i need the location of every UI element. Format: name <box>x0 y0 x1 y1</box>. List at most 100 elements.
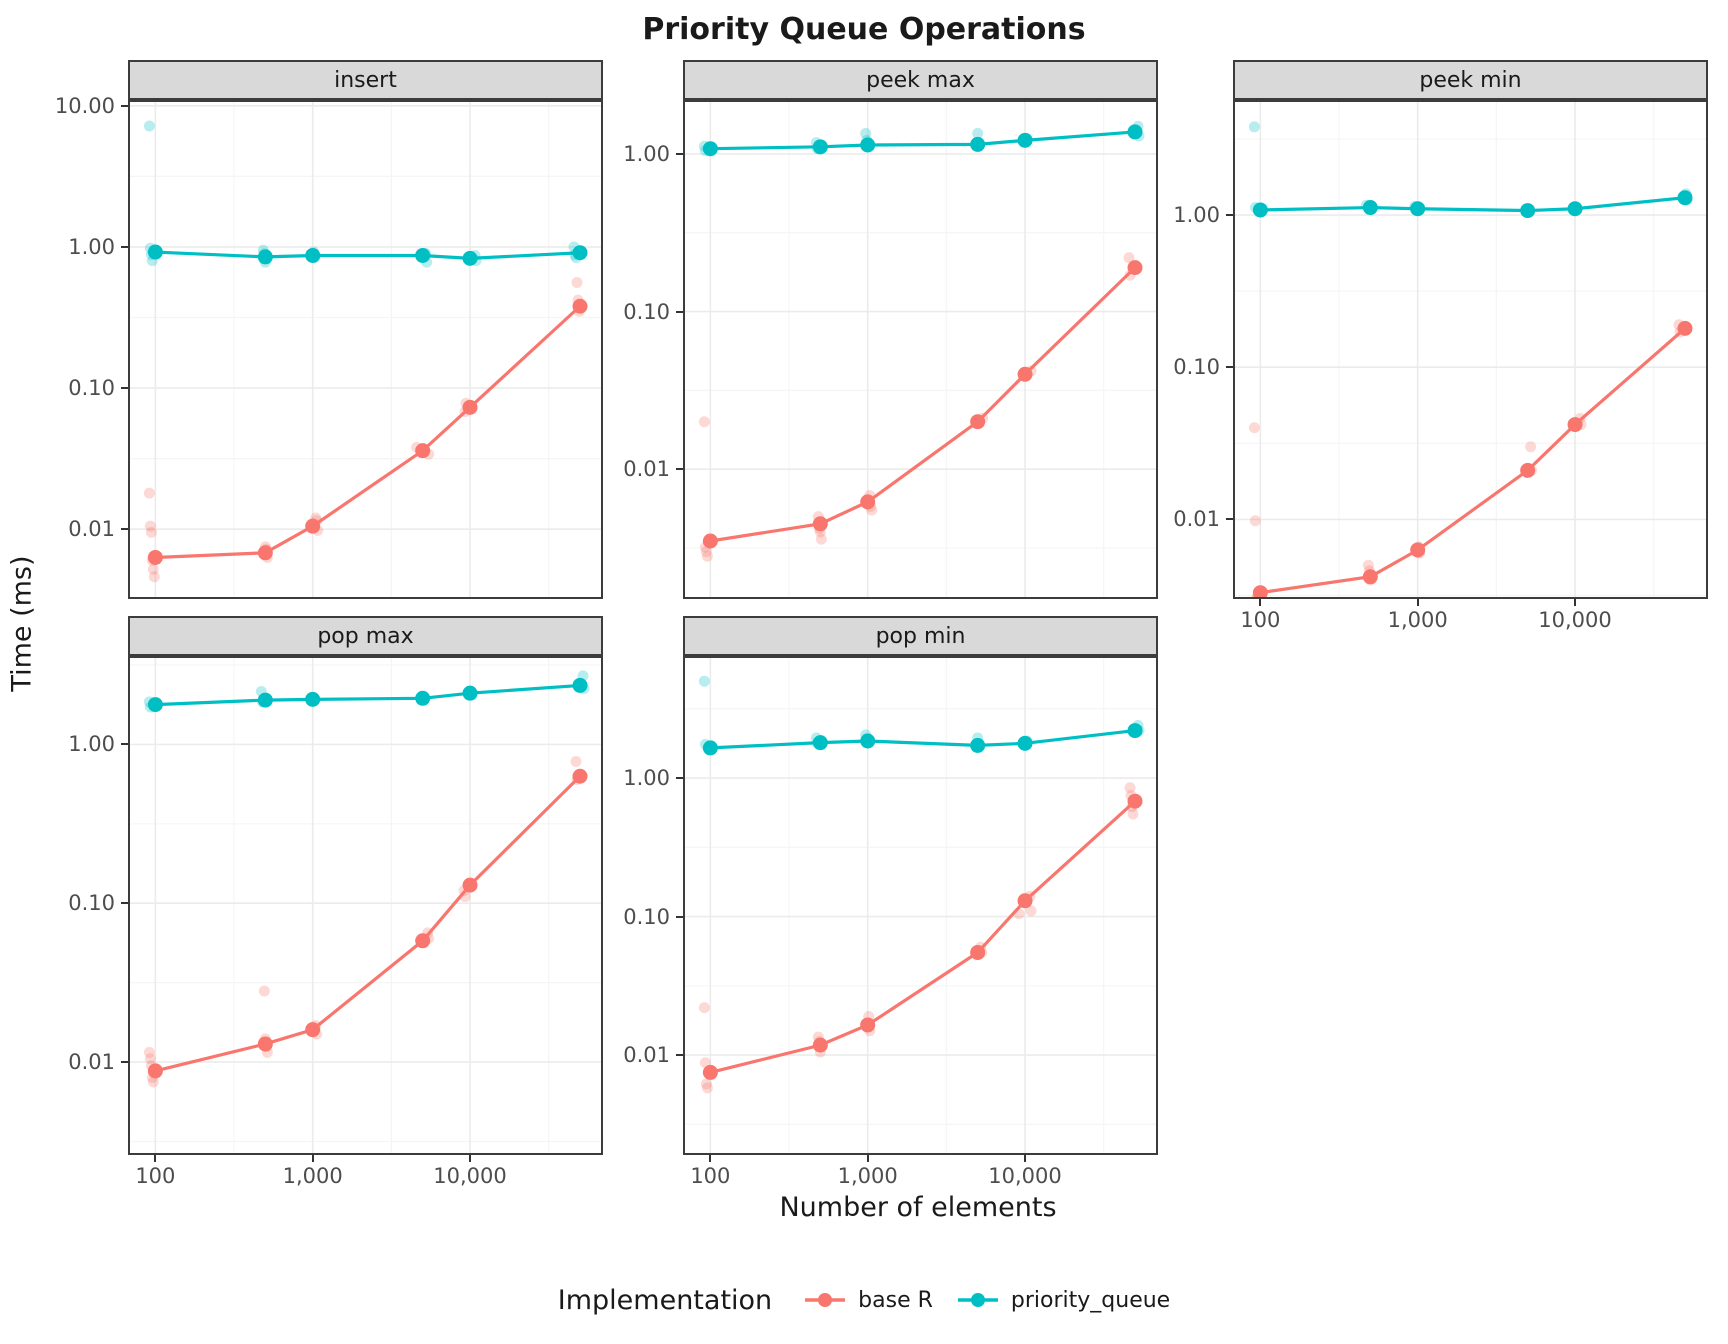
mean-point-priority-queue <box>1520 203 1536 219</box>
legend-key-base-r-icon <box>805 1293 846 1307</box>
scatter-point-base-r <box>1362 559 1374 571</box>
mean-point-base-r <box>1252 585 1268 599</box>
x-tick-label: 1,000 <box>282 1164 343 1188</box>
mean-point-base-r <box>1017 366 1033 382</box>
scatter-point-base-r <box>143 1046 155 1058</box>
y-tick-label: 1.00 <box>68 732 115 757</box>
scatter-point-base-r <box>143 487 155 499</box>
mean-point-base-r <box>1127 793 1143 809</box>
facet-strip-label: pop max <box>317 623 414 649</box>
mean-point-priority-queue <box>1410 201 1426 217</box>
mean-point-priority-queue <box>257 249 273 265</box>
mean-point-base-r <box>860 1017 876 1033</box>
x-tick-label: 10,000 <box>988 1164 1062 1188</box>
mean-line-priority-queue <box>155 683 581 707</box>
scatter-point-priority-queue <box>860 127 872 139</box>
mean-point-base-r <box>415 933 431 949</box>
x-tick-mark <box>1259 599 1262 606</box>
scatter-point-base-r <box>1127 808 1139 820</box>
scatter-point-priority-queue <box>972 127 984 139</box>
x-tick-mark <box>1416 599 1419 606</box>
x-tick-mark <box>1574 599 1577 606</box>
mean-point-priority-queue <box>147 697 163 713</box>
y-tick-label: 0.10 <box>68 376 115 401</box>
mean-point-base-r <box>1677 320 1693 336</box>
mean-point-priority-queue <box>812 139 828 155</box>
mean-line-base-r <box>709 800 1137 1074</box>
x-tick-mark <box>866 1155 869 1162</box>
y-tick-label: 0.01 <box>1173 507 1220 532</box>
y-tick-mark <box>676 468 683 471</box>
mean-point-base-r <box>812 1037 828 1053</box>
y-tick-mark <box>676 1054 683 1057</box>
panel-border <box>1233 100 1708 599</box>
mean-point-priority-queue <box>812 735 828 751</box>
y-tick-label: 1.00 <box>623 766 670 791</box>
mean-point-base-r <box>1362 569 1378 585</box>
mean-point-base-r <box>1520 462 1536 478</box>
scatter-point-priority-queue <box>143 120 155 132</box>
mean-line-base-r <box>710 266 1137 543</box>
mean-line-priority-queue <box>710 130 1136 151</box>
facet-panel-insert <box>128 100 603 599</box>
scatter-point-base-r <box>698 416 710 428</box>
mean-point-priority-queue <box>572 677 588 693</box>
mean-point-priority-queue <box>970 136 986 152</box>
x-tick-label: 1,000 <box>837 1164 898 1188</box>
scatter-point-base-r <box>147 563 159 575</box>
mean-point-priority-queue <box>1127 124 1143 140</box>
y-tick-mark <box>676 777 683 780</box>
legend-key-priority-queue-icon <box>957 1293 998 1307</box>
mean-point-base-r <box>970 945 986 961</box>
panel-border <box>128 100 603 599</box>
mean-point-base-r <box>860 494 876 510</box>
y-tick-label: 0.01 <box>623 457 670 482</box>
x-tick-label: 100 <box>135 1164 176 1188</box>
scatter-point-base-r <box>698 1002 710 1014</box>
mean-point-priority-queue <box>147 244 163 260</box>
scatter-point-base-r <box>144 520 156 532</box>
mean-point-base-r <box>1127 260 1143 276</box>
panel-background <box>683 100 1158 599</box>
mean-point-priority-queue <box>415 247 431 263</box>
facet-strip-label: insert <box>334 67 397 93</box>
panel-background <box>128 656 603 1155</box>
legend-item-priority-queue: priority_queue <box>955 1286 1170 1314</box>
mean-point-base-r <box>147 1063 163 1079</box>
mean-point-priority-queue <box>257 692 273 708</box>
mean-point-priority-queue <box>305 691 321 707</box>
scatter-point-base-r <box>148 571 160 583</box>
scatter-point-base-r <box>258 985 270 997</box>
y-tick-label: 0.01 <box>623 1043 670 1068</box>
mean-point-base-r <box>257 545 273 561</box>
mean-point-priority-queue <box>305 247 321 263</box>
y-tick-label: 10.00 <box>54 93 115 118</box>
x-tick-label: 100 <box>1240 608 1281 632</box>
scatter-point-base-r <box>147 1076 159 1088</box>
mean-point-base-r <box>147 549 163 565</box>
mean-point-priority-queue <box>1017 132 1033 148</box>
mean-point-priority-queue <box>1677 190 1693 206</box>
x-tick-mark <box>709 1155 712 1162</box>
mean-point-priority-queue <box>1252 202 1268 218</box>
mean-point-base-r <box>257 1036 273 1052</box>
facet-panel-pop-max <box>128 656 603 1155</box>
y-axis-title: Time (ms) <box>6 555 38 692</box>
y-tick-label: 1.00 <box>623 141 670 166</box>
panel-background <box>128 100 603 599</box>
facet-strip-pop-min: pop min <box>683 616 1158 656</box>
mean-point-priority-queue <box>415 690 431 706</box>
y-tick-mark <box>1226 518 1233 521</box>
mean-point-priority-queue <box>1362 200 1378 216</box>
mean-point-base-r <box>702 533 718 549</box>
y-tick-mark <box>121 1061 128 1064</box>
scatter-point-base-r <box>1248 422 1260 434</box>
mean-point-base-r <box>812 516 828 532</box>
scatter-point-base-r <box>144 1053 156 1065</box>
facet-panel-peek-min <box>1233 100 1708 599</box>
x-tick-mark <box>311 1155 314 1162</box>
mean-line-priority-queue <box>710 728 1136 750</box>
mean-point-base-r <box>1567 417 1583 433</box>
y-tick-mark <box>121 743 128 746</box>
scatter-point-base-r <box>1124 782 1136 794</box>
